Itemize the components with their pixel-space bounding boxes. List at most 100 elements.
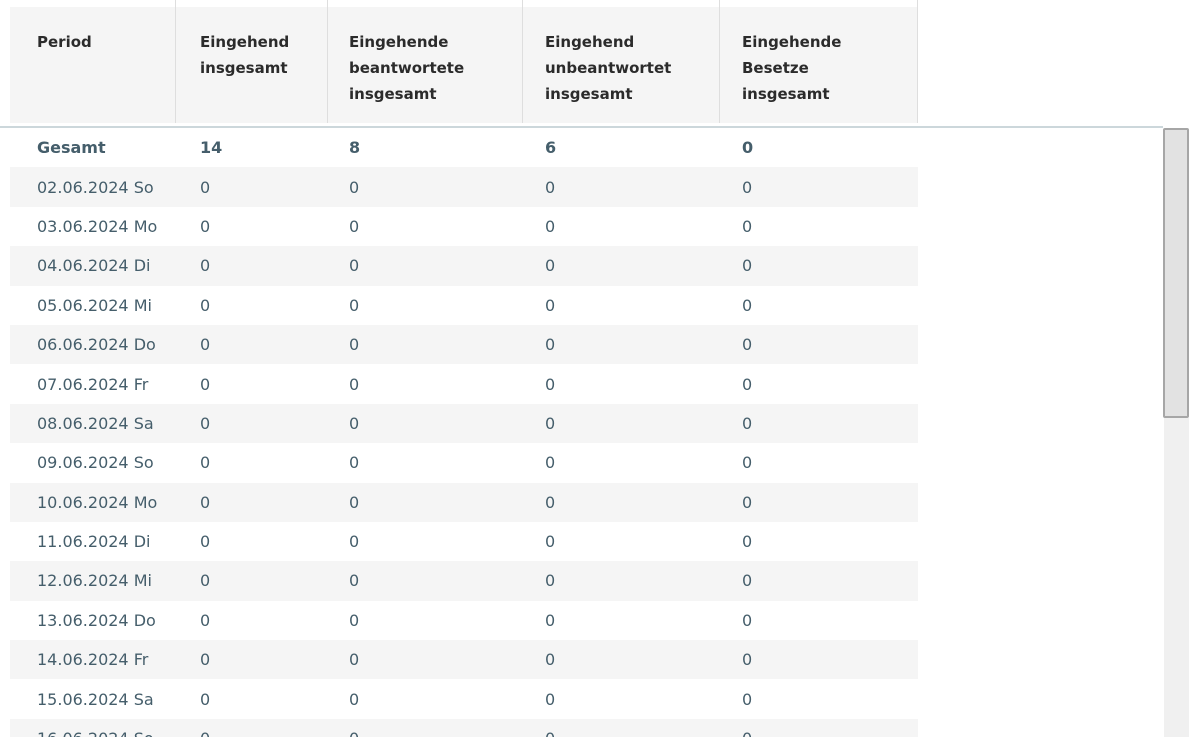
value-cell: 0 bbox=[328, 729, 523, 737]
table-row[interactable]: 08.06.2024 Sa 0 0 0 0 bbox=[10, 403, 918, 444]
value-cell: 0 bbox=[545, 256, 556, 276]
value-cell: 0 bbox=[545, 216, 556, 236]
value-cell: 0 bbox=[742, 256, 753, 276]
value-cell: 0 bbox=[742, 413, 753, 433]
column-header-label: Period bbox=[37, 33, 92, 51]
value-cell: 0 bbox=[200, 571, 211, 591]
scrollbar-thumb[interactable] bbox=[1163, 128, 1189, 418]
column-header[interactable]: Period bbox=[10, 7, 176, 123]
value-cell: 0 bbox=[200, 689, 211, 709]
value-cell: 0 bbox=[545, 295, 556, 315]
value-cell: 0 bbox=[742, 374, 753, 394]
column-header-label: Eingehende Besetze insgesamt bbox=[742, 33, 842, 103]
period-cell: 02.06.2024 So bbox=[37, 177, 154, 197]
period-cell: 04.06.2024 Di bbox=[37, 256, 151, 276]
value-cell: 0 bbox=[200, 374, 211, 394]
table-body: Gesamt 14 8 6 0 02.06.2024 So 0 0 0 0 03… bbox=[10, 128, 918, 737]
column-header-label: Eingehende beantwortete insgesamt bbox=[349, 33, 465, 103]
column-header-label: Eingehend insgesamt bbox=[200, 33, 290, 77]
value-cell: 0 bbox=[545, 453, 556, 473]
value-cell: 14 bbox=[200, 138, 223, 158]
value-cell: 0 bbox=[742, 177, 753, 197]
period-cell: 15.06.2024 Sa bbox=[37, 689, 154, 709]
value-cell: 0 bbox=[545, 650, 556, 670]
column-header[interactable]: Eingehend unbeantwortet insgesamt bbox=[523, 7, 720, 123]
period-cell: 16.06.2024 So bbox=[10, 729, 176, 737]
vertical-scrollbar[interactable] bbox=[1163, 128, 1189, 737]
summary-row[interactable]: Gesamt 14 8 6 0 bbox=[10, 128, 918, 168]
column-divider bbox=[522, 0, 523, 123]
table-row[interactable]: 16.06.2024 So 0 0 0 0 bbox=[10, 718, 918, 737]
table-row[interactable]: 07.06.2024 Fr 0 0 0 0 bbox=[10, 364, 918, 404]
table-row[interactable]: 15.06.2024 Sa 0 0 0 0 bbox=[10, 679, 918, 719]
value-cell: 0 bbox=[742, 532, 753, 552]
table-row[interactable]: 12.06.2024 Mi 0 0 0 0 bbox=[10, 561, 918, 601]
column-divider bbox=[327, 0, 328, 123]
table-row[interactable]: 09.06.2024 So 0 0 0 0 bbox=[10, 443, 918, 483]
value-cell: 0 bbox=[349, 216, 360, 236]
value-cell: 0 bbox=[720, 729, 918, 737]
value-cell: 6 bbox=[545, 138, 557, 158]
value-cell: 0 bbox=[742, 492, 753, 512]
column-divider bbox=[917, 0, 918, 123]
table-row[interactable]: 10.06.2024 Mo 0 0 0 0 bbox=[10, 482, 918, 522]
period-cell: 06.06.2024 Do bbox=[37, 335, 156, 355]
value-cell: 0 bbox=[545, 532, 556, 552]
table-row[interactable]: 04.06.2024 Di 0 0 0 0 bbox=[10, 246, 918, 286]
period-cell: 12.06.2024 Mi bbox=[37, 571, 152, 591]
value-cell: 0 bbox=[523, 729, 720, 737]
period-cell: 08.06.2024 Sa bbox=[37, 413, 154, 433]
period-cell: 09.06.2024 So bbox=[37, 453, 154, 473]
value-cell: 0 bbox=[200, 256, 211, 276]
value-cell: 0 bbox=[545, 335, 556, 355]
column-divider bbox=[175, 0, 176, 123]
value-cell: 0 bbox=[742, 610, 753, 630]
value-cell: 0 bbox=[545, 177, 556, 197]
table-row[interactable]: 11.06.2024 Di 0 0 0 0 bbox=[10, 521, 918, 562]
table-row[interactable]: 14.06.2024 Fr 0 0 0 0 bbox=[10, 640, 918, 680]
column-header-label: Eingehend unbeantwortet insgesamt bbox=[545, 33, 672, 103]
value-cell: 0 bbox=[200, 177, 211, 197]
period-cell: 13.06.2024 Do bbox=[37, 610, 156, 630]
column-divider bbox=[719, 0, 720, 123]
value-cell: 0 bbox=[349, 256, 360, 276]
value-cell: 0 bbox=[742, 138, 754, 158]
value-cell: 0 bbox=[200, 492, 211, 512]
table-row[interactable]: 02.06.2024 So 0 0 0 0 bbox=[10, 167, 918, 207]
column-header[interactable]: Eingehende Besetze insgesamt bbox=[720, 7, 918, 123]
table-row[interactable]: 06.06.2024 Do 0 0 0 0 bbox=[10, 324, 918, 365]
value-cell: 0 bbox=[742, 335, 753, 355]
value-cell: 0 bbox=[742, 453, 753, 473]
scrollbar-track[interactable] bbox=[1164, 418, 1189, 737]
value-cell: 0 bbox=[349, 492, 360, 512]
value-cell: 0 bbox=[349, 177, 360, 197]
table-row[interactable]: 13.06.2024 Do 0 0 0 0 bbox=[10, 600, 918, 641]
value-cell: 0 bbox=[742, 216, 753, 236]
column-header[interactable]: Eingehende beantwortete insgesamt bbox=[328, 7, 523, 123]
value-cell: 0 bbox=[545, 413, 556, 433]
value-cell: 0 bbox=[349, 335, 360, 355]
value-cell: 0 bbox=[349, 374, 360, 394]
value-cell: 0 bbox=[545, 689, 556, 709]
period-cell: Gesamt bbox=[37, 138, 106, 158]
period-cell: 14.06.2024 Fr bbox=[37, 650, 149, 670]
table-row[interactable]: 03.06.2024 Mo 0 0 0 0 bbox=[10, 206, 918, 247]
value-cell: 0 bbox=[742, 689, 753, 709]
value-cell: 0 bbox=[742, 295, 753, 315]
value-cell: 0 bbox=[349, 689, 360, 709]
value-cell: 8 bbox=[349, 138, 361, 158]
value-cell: 0 bbox=[200, 610, 211, 630]
value-cell: 0 bbox=[349, 650, 360, 670]
column-header[interactable]: Eingehend insgesamt bbox=[176, 7, 328, 123]
value-cell: 0 bbox=[200, 650, 211, 670]
value-cell: 0 bbox=[200, 453, 211, 473]
period-cell: 11.06.2024 Di bbox=[37, 532, 151, 552]
value-cell: 0 bbox=[349, 295, 360, 315]
table-row[interactable]: 05.06.2024 Mi 0 0 0 0 bbox=[10, 285, 918, 325]
value-cell: 0 bbox=[200, 532, 211, 552]
table-header: Period Eingehend insgesamt Eingehende be… bbox=[10, 0, 918, 123]
table-header-border bbox=[0, 126, 1163, 128]
value-cell: 0 bbox=[742, 650, 753, 670]
period-cell: 07.06.2024 Fr bbox=[37, 374, 149, 394]
